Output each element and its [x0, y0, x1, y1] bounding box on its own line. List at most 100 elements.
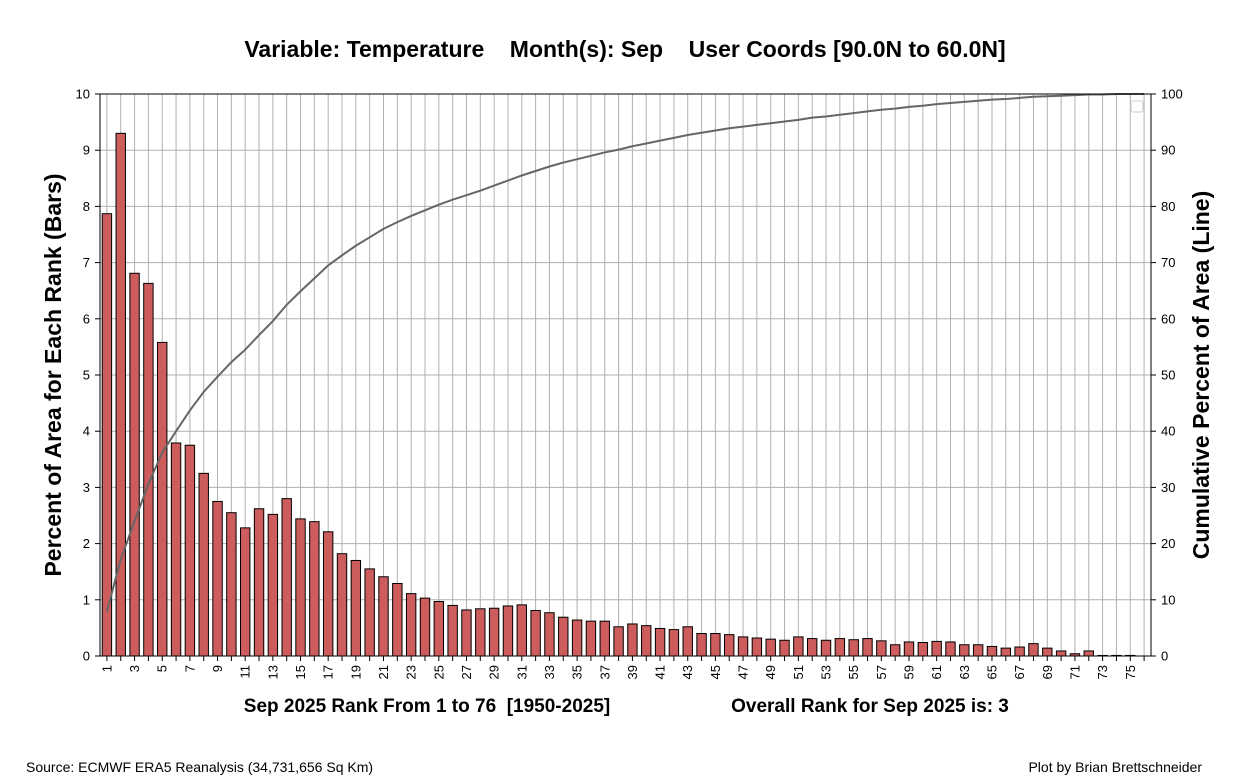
bar — [931, 640, 942, 657]
x-tick-label: 51 — [791, 665, 806, 679]
y-tick-label-right: 60 — [1161, 311, 1175, 326]
x-tick-label: 71 — [1067, 665, 1082, 679]
y-tick-label-right: 20 — [1161, 536, 1175, 551]
x-tick-label: 55 — [846, 665, 861, 679]
x-axis: 1 3 5 7 9 11 13 15 17 19 21 23 25 27 29 31 33 35 37 39 41 43 4… — [99, 656, 1145, 679]
x-tick-label: 21 — [376, 665, 391, 679]
bar — [820, 639, 832, 657]
bar — [571, 619, 583, 657]
y-tick-label-left: 3 — [83, 480, 90, 495]
x-tick-label: 63 — [957, 665, 972, 679]
bar — [917, 642, 929, 657]
bar — [806, 638, 818, 657]
bar — [129, 272, 140, 657]
x-tick-label: 69 — [1040, 665, 1055, 679]
x-tick-label: 61 — [929, 665, 944, 679]
y-axis-right: 0 10 20 30 40 50 60 70 80 90 100 — [1151, 87, 1183, 664]
bar — [198, 472, 209, 657]
x-tick-label: 57 — [874, 665, 889, 679]
y-tick-label-right: 50 — [1161, 368, 1175, 383]
bar — [267, 513, 279, 657]
bar — [530, 609, 541, 657]
x-tick-label: 45 — [708, 665, 723, 679]
bar — [157, 341, 168, 657]
bar — [433, 600, 445, 657]
bar — [903, 641, 915, 657]
y-axis-left: 0 1 2 3 4 5 6 7 8 9 10 — [76, 87, 100, 664]
x-tick-label: 15 — [293, 665, 308, 679]
bar — [309, 521, 320, 657]
x-tick-label: 9 — [210, 665, 225, 672]
y-tick-label-left: 1 — [83, 592, 90, 607]
bar — [1055, 650, 1067, 657]
x-tick-label: 33 — [542, 665, 557, 679]
y-tick-label-left: 4 — [83, 424, 90, 439]
x-tick-label: 43 — [680, 665, 695, 679]
bar — [336, 553, 348, 657]
bar — [240, 527, 251, 657]
x-tick-label: 17 — [321, 665, 336, 679]
y-axis-label-right: Cumulative Percent of Area (Line) — [1188, 191, 1214, 560]
x-tick-label: 35 — [570, 665, 585, 679]
bar — [834, 638, 846, 657]
bar — [1083, 650, 1094, 657]
y-tick-label-left: 0 — [83, 649, 90, 664]
y-tick-label-left: 2 — [83, 536, 90, 551]
x-tick-label: 27 — [459, 665, 474, 679]
y-tick-label-right: 10 — [1161, 592, 1175, 607]
y-tick-label-right: 30 — [1161, 480, 1175, 495]
x-tick-label: 19 — [348, 665, 363, 679]
x-tick-label: 13 — [265, 665, 280, 679]
grid — [100, 93, 1151, 657]
bar — [350, 559, 362, 657]
bar — [1042, 647, 1053, 657]
y-tick-label-left: 8 — [83, 199, 90, 214]
bar — [613, 626, 624, 657]
bar — [585, 620, 597, 657]
bar — [378, 576, 389, 657]
bars — [101, 132, 1136, 657]
bar — [281, 498, 292, 657]
bar — [212, 500, 223, 657]
y-tick-label-right: 70 — [1161, 255, 1175, 270]
y-axis-label-left: Percent of Area for Each Rank (Bars) — [40, 173, 66, 576]
y-tick-label-right: 40 — [1161, 424, 1175, 439]
x-tick-label: 1 — [99, 665, 114, 672]
bar — [668, 629, 680, 657]
bar — [986, 645, 998, 657]
bar — [627, 623, 638, 657]
y-tick-label-right: 80 — [1161, 199, 1175, 214]
bar — [488, 607, 500, 657]
bar — [1028, 643, 1039, 657]
bar — [115, 132, 126, 657]
bar — [419, 597, 431, 657]
bar — [170, 442, 182, 657]
x-tick-label: 29 — [487, 665, 502, 679]
y-tick-label-left: 9 — [83, 143, 90, 158]
bar — [765, 638, 776, 657]
x-tick-label: 67 — [1012, 665, 1027, 679]
bar — [364, 568, 375, 657]
bar — [793, 636, 804, 657]
y-tick-label-right: 100 — [1161, 87, 1183, 102]
y-tick-label-left: 7 — [83, 255, 90, 270]
x-tick-label: 75 — [1123, 665, 1138, 679]
bar — [461, 609, 472, 657]
bar — [654, 627, 666, 657]
x-tick-label: 11 — [238, 665, 253, 679]
y-tick-label-right: 90 — [1161, 143, 1175, 158]
x-axis-label: Sep 2025 Rank From 1 to 76 [1950-2025] — [244, 696, 610, 717]
x-tick-label: 25 — [431, 665, 446, 679]
bar — [184, 444, 196, 657]
bar — [945, 641, 956, 657]
x-tick-label: 37 — [597, 665, 612, 679]
bar — [959, 644, 970, 657]
bar — [641, 625, 652, 657]
x-tick-label: 7 — [182, 665, 197, 672]
x-tick-label: 47 — [736, 665, 751, 679]
bar — [447, 604, 458, 657]
y-tick-label-left: 6 — [83, 311, 90, 326]
bar — [599, 620, 610, 657]
bar — [101, 213, 113, 657]
